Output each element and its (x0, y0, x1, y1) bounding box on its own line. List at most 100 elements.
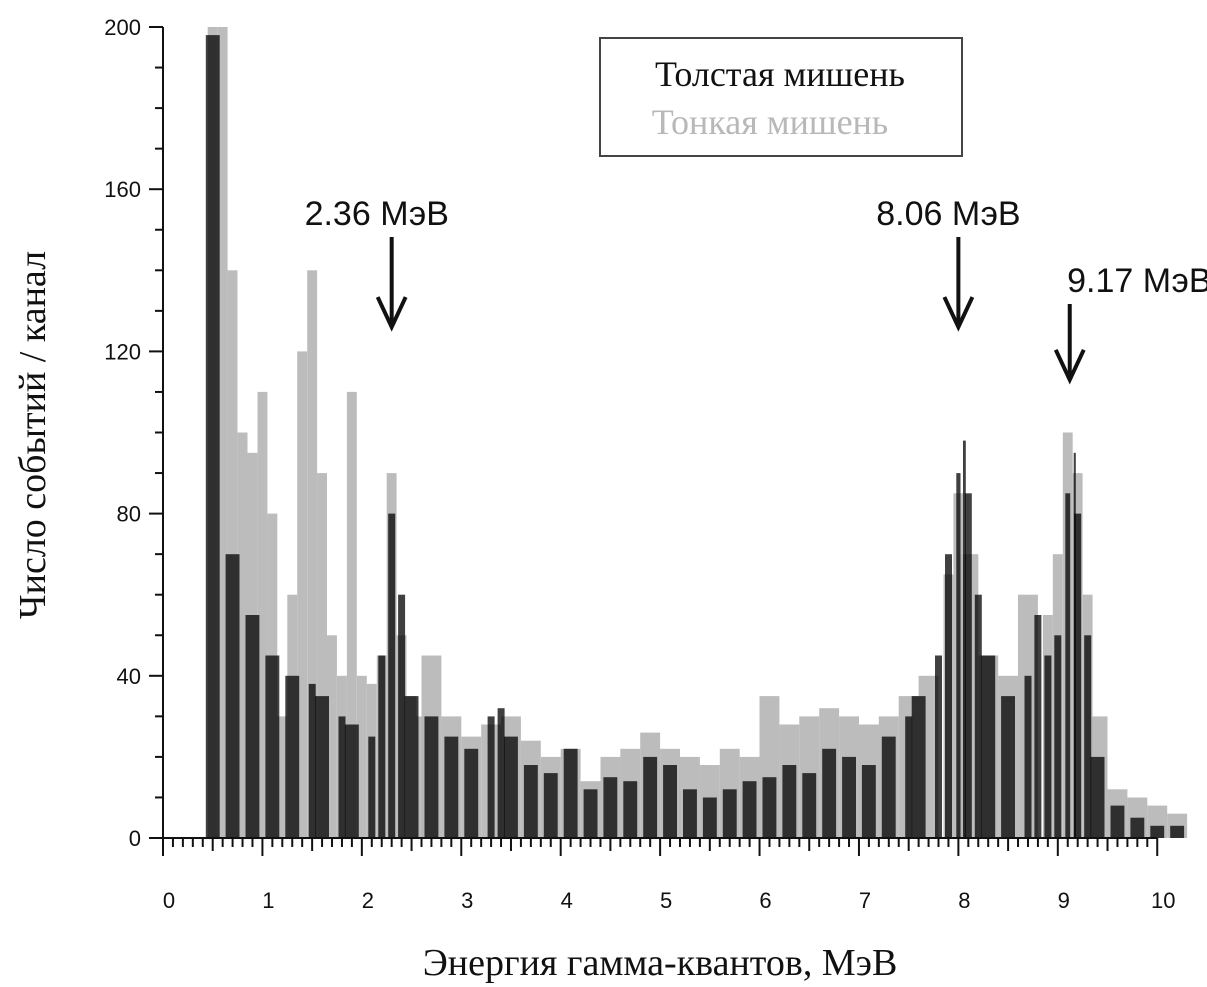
bar-thick-target (1150, 825, 1165, 838)
legend-box (599, 37, 963, 157)
bar-thick-target (911, 696, 926, 838)
bar-thick-target (563, 748, 578, 838)
x-tick-label: 0 (163, 888, 175, 913)
bar-thick-target (583, 789, 598, 838)
annotation-label: 9.17 МэВ (1067, 262, 1207, 300)
bar-thick-target (1034, 615, 1042, 838)
bar-thick-target (344, 724, 359, 838)
bar-thin-target (356, 675, 367, 838)
bar-thick-target (1084, 635, 1092, 839)
bar-thick-target (603, 777, 618, 838)
bar-thick-target (981, 655, 996, 838)
legend-entry-thin-target: Тонкая мишень (652, 102, 888, 142)
annotation-label: 8.06 МэВ (876, 195, 1020, 233)
bar-thick-target (378, 655, 386, 838)
bar-thick-target (643, 756, 658, 838)
bar-thick-target (945, 554, 952, 838)
bar-thick-target (762, 777, 777, 838)
bar-thick-target (205, 35, 220, 839)
x-tick-label: 1 (262, 888, 274, 913)
bar-thick-target (424, 716, 439, 838)
bar-thick-target (315, 696, 329, 838)
y-tick-label: 200 (104, 15, 141, 40)
bar-thick-target (1090, 756, 1105, 838)
bar-thick-target (487, 716, 495, 838)
series-thick-target (205, 35, 1185, 839)
bar-thick-target (1074, 513, 1082, 838)
bar-thin-target (346, 391, 357, 838)
axes: 0 40 80 120 160 200 0 1 2 3 4 5 6 7 8 9 10 (104, 15, 1175, 913)
bar-thick-target (464, 748, 479, 838)
x-tick-label: 9 (1058, 888, 1070, 913)
bar-thick-target (1001, 696, 1015, 838)
bar-thick-target (225, 554, 240, 838)
x-tick-label: 6 (759, 888, 771, 913)
bar-thick-target (388, 513, 396, 838)
bar-thick-target (338, 716, 346, 838)
bar-thick-target (1024, 675, 1032, 838)
bar-thick-target (523, 765, 538, 838)
bar-thin-target (217, 27, 228, 838)
bar-thick-target (722, 789, 737, 838)
bar-thin-target (307, 270, 318, 838)
bar-thick-target (504, 736, 518, 838)
annotation-arrow-head (375, 296, 408, 332)
legend: Толстая мишень Тонкая мишень (599, 37, 963, 157)
bar-thick-target (285, 675, 300, 838)
bar-thin-target (227, 270, 238, 838)
bar-thick-target (663, 765, 677, 838)
bar-thin-target (257, 391, 268, 838)
bar-thick-target (683, 789, 697, 838)
y-tick-label: 120 (104, 339, 141, 364)
bar-thick-target (861, 765, 876, 838)
bar-thick-target (1130, 817, 1145, 838)
bar-thick-target (404, 696, 419, 838)
bar-thick-target (444, 736, 459, 838)
x-tick-label: 2 (362, 888, 374, 913)
bar-thick-target (368, 736, 376, 838)
bar-thin-target (317, 473, 327, 838)
x-tick-label: 3 (461, 888, 473, 913)
bar-thick-target (963, 440, 966, 838)
legend-entry-thick-target: Толстая мишень (655, 54, 905, 94)
x-tick-label: 10 (1151, 888, 1175, 913)
y-tick-label: 40 (117, 664, 141, 689)
bar-thick-target (1044, 655, 1052, 838)
bar-thin-target (416, 716, 427, 838)
bar-thick-target (842, 756, 856, 838)
bar-thick-target (782, 765, 797, 838)
bar-thick-target (265, 655, 280, 838)
bar-thick-target (308, 683, 316, 838)
bar-thick-target (1065, 493, 1071, 838)
annotation-label: 2.36 МэВ (305, 195, 449, 233)
annotations: 2.36 МэВ 8.06 МэВ 9.17 МэВ (305, 195, 1207, 385)
bar-thick-target (497, 708, 505, 838)
bar-thick-target (623, 781, 638, 838)
y-axis-title: Число событий / канал (12, 251, 54, 619)
bar-thick-target (742, 781, 757, 838)
bar-thick-target (964, 493, 972, 838)
x-tick-label: 4 (561, 888, 573, 913)
bar-thin-target (327, 635, 337, 839)
x-tick-label: 7 (859, 888, 871, 913)
bar-thick-target (702, 797, 717, 838)
bar-thick-target (543, 773, 558, 838)
bar-thick-target (1110, 805, 1125, 838)
y-tick-label: 80 (117, 502, 141, 527)
bar-thick-target (935, 655, 942, 838)
bar-thin-target (277, 716, 288, 838)
bar-thin-target (237, 432, 248, 838)
annotation-arrow-head (1053, 348, 1086, 385)
bar-thick-target (881, 736, 896, 838)
bar-thick-target (974, 594, 982, 838)
bar-thick-target (822, 748, 837, 838)
bar-thick-target (245, 615, 260, 838)
bar-thin-target (297, 351, 308, 838)
bar-thick-target (1170, 825, 1185, 838)
bar-thick-target (905, 716, 913, 838)
x-tick-label: 5 (660, 888, 672, 913)
y-tick-label: 160 (104, 177, 141, 202)
x-axis-title: Энергия гамма-квантов, МэВ (423, 942, 898, 984)
x-tick-label: 8 (958, 888, 970, 913)
